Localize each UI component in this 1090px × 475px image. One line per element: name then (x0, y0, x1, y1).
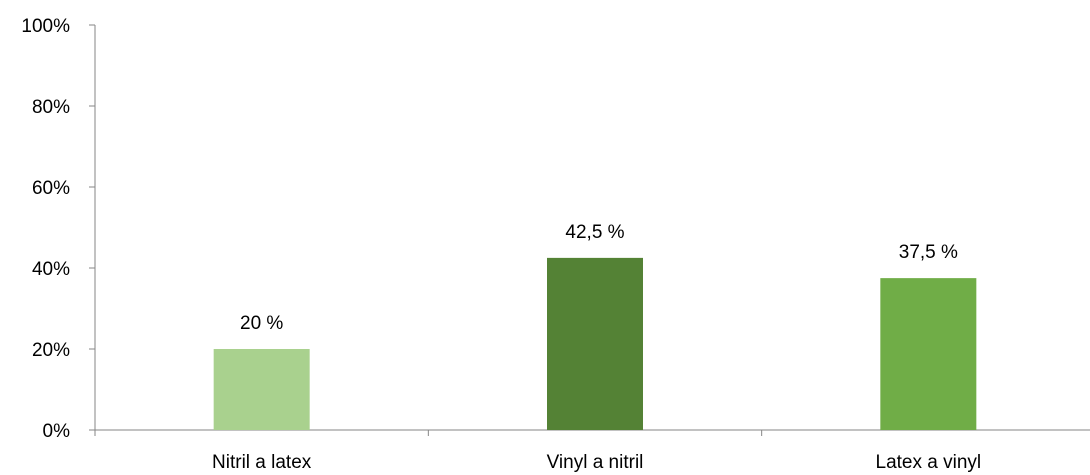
x-category-label: Vinyl a nitril (547, 452, 644, 473)
bars (213, 257, 977, 430)
bar-value-label: 42,5 % (565, 222, 624, 243)
x-category-label: Latex a vinyl (876, 452, 982, 473)
x-axis: Nitril a latex Vinyl a nitril Latex a viny… (94, 429, 1090, 473)
y-tick-label: 20% (32, 340, 70, 361)
y-tick-label: 100% (21, 16, 70, 37)
y-tick-label: 60% (32, 178, 70, 199)
bar-value-label: 37,5 % (899, 242, 958, 263)
y-tick-label: 80% (32, 97, 70, 118)
bar (880, 278, 977, 430)
y-tick-label: 40% (32, 259, 70, 280)
y-tick-label: 0% (43, 421, 71, 442)
y-axis: 0% 20% 40% 60% 80% 100% (21, 16, 96, 442)
bar (213, 349, 310, 430)
bar-value-label: 20 % (240, 313, 283, 334)
bar (547, 257, 643, 430)
data-labels: 20 % 42,5 % 37,5 % (240, 222, 958, 334)
x-category-label: Nitril a latex (212, 452, 312, 473)
